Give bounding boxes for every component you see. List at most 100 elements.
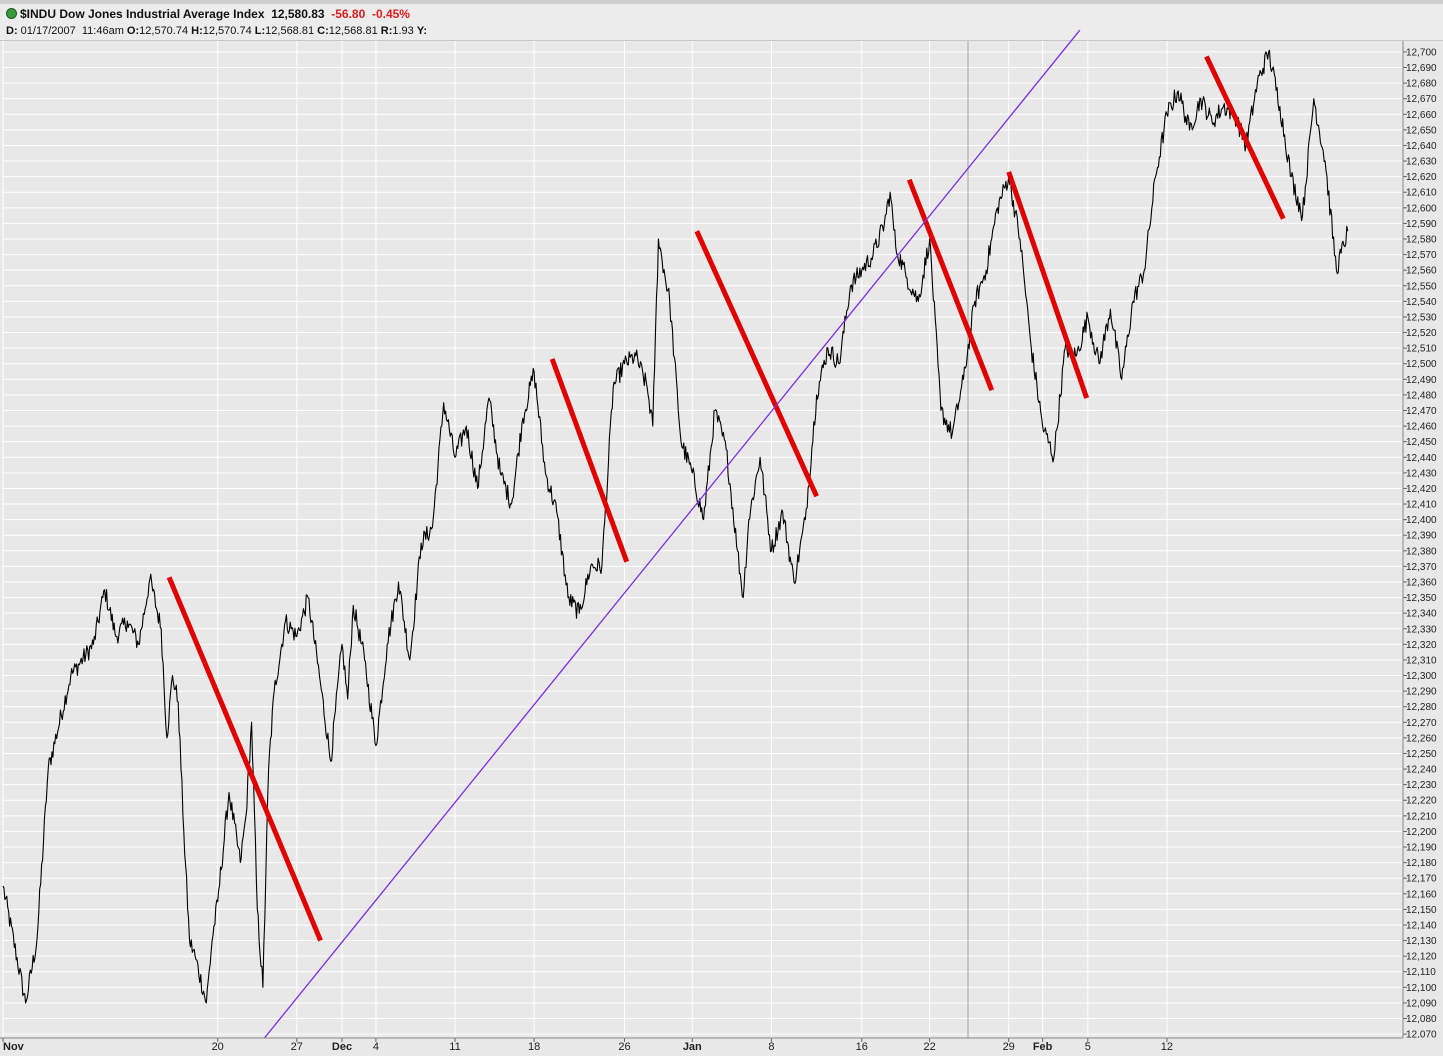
low-label: L: bbox=[254, 25, 266, 37]
y-tick-label: 12,160 bbox=[1406, 889, 1437, 900]
y-tick-label: 12,350 bbox=[1406, 593, 1437, 604]
close-label: C: bbox=[317, 25, 329, 37]
y-tick-label: 12,580 bbox=[1406, 234, 1437, 245]
red-trendline bbox=[1204, 55, 1286, 220]
y-tick-label: 12,400 bbox=[1406, 515, 1437, 526]
low-value: 12,568.81 bbox=[265, 25, 315, 37]
range-value: 1.93 bbox=[392, 25, 414, 37]
red-trendline bbox=[1006, 171, 1090, 399]
y-tick-label: 12,360 bbox=[1406, 577, 1437, 588]
y-tick-label: 12,690 bbox=[1406, 63, 1437, 74]
open-value: 12,570.74 bbox=[139, 25, 189, 37]
y-tick-label: 12,100 bbox=[1406, 983, 1437, 994]
y-tick-label: 12,320 bbox=[1406, 640, 1437, 651]
y-axis-ticks: 12,070 12,080 12,090 12,100 12,110 12,120 12,1… bbox=[1403, 47, 1437, 1041]
y-tick-label: 12,380 bbox=[1406, 546, 1437, 557]
horizontal-gridlines bbox=[3, 51, 1403, 1035]
y-tick-label: 12,620 bbox=[1406, 172, 1437, 183]
date-value: 01/17/2007 bbox=[20, 25, 76, 37]
x-tick-label: 26 bbox=[618, 1041, 630, 1053]
y-tick-label: 12,190 bbox=[1406, 843, 1437, 854]
y-tick-label: 12,090 bbox=[1406, 998, 1437, 1009]
x-tick-label: 8 bbox=[768, 1041, 774, 1053]
y-tick-label: 12,680 bbox=[1406, 79, 1437, 90]
plot-area bbox=[3, 41, 1403, 1038]
y-tick-label: 12,070 bbox=[1406, 1030, 1437, 1041]
y-axis-panel bbox=[1403, 41, 1443, 1038]
y-tick-label: 12,170 bbox=[1406, 874, 1437, 885]
y-tick-label: 12,590 bbox=[1406, 219, 1437, 230]
red-trendline bbox=[906, 178, 995, 392]
x-tick-label: 11 bbox=[449, 1041, 460, 1053]
x-tick-label: Feb bbox=[1033, 1041, 1053, 1053]
price-change: -56.80 bbox=[331, 7, 366, 21]
y-tick-label: 12,550 bbox=[1406, 281, 1437, 292]
y-tick-label: 12,430 bbox=[1406, 468, 1437, 479]
y-tick-label: 12,290 bbox=[1406, 687, 1437, 698]
y-tick-label: 12,390 bbox=[1406, 531, 1437, 542]
red-trendline bbox=[166, 576, 323, 942]
y-tick-label: 12,650 bbox=[1406, 125, 1437, 136]
x-axis-panel bbox=[0, 1038, 1443, 1056]
window-top-strip bbox=[0, 0, 1443, 4]
y-tick-label: 12,120 bbox=[1406, 952, 1437, 963]
x-axis-ticks: Nov 20 27 Dec 4 11 18 26 Jan 8 16 22 29 Feb 5 12 bbox=[2, 1038, 1173, 1053]
y-tick-label: 12,240 bbox=[1406, 765, 1437, 776]
y-tick-label: 12,370 bbox=[1406, 562, 1437, 573]
y-tick-label: 12,700 bbox=[1406, 47, 1437, 58]
y-tick-label: 12,340 bbox=[1406, 609, 1437, 620]
status-dot-icon bbox=[6, 8, 17, 19]
y-tick-label: 12,200 bbox=[1406, 827, 1437, 838]
x-tick-label: 5 bbox=[1085, 1041, 1091, 1053]
red-trendline bbox=[549, 358, 630, 563]
y-tick-label: 12,600 bbox=[1406, 203, 1437, 214]
x-tick-label: 29 bbox=[1003, 1041, 1015, 1053]
y-tick-label: 12,280 bbox=[1406, 702, 1437, 713]
symbol-name: $INDU Dow Jones Industrial Average Index bbox=[20, 7, 265, 21]
x-tick-label: 12 bbox=[1161, 1041, 1173, 1053]
x-tick-label: Jan bbox=[683, 1041, 702, 1053]
y-tick-label: 12,500 bbox=[1406, 359, 1437, 370]
x-tick-label: 4 bbox=[373, 1041, 379, 1053]
x-tick-label: Nov bbox=[3, 1041, 25, 1053]
y-tick-label: 12,630 bbox=[1406, 157, 1437, 168]
y-tick-label: 12,460 bbox=[1406, 422, 1437, 433]
time-value: 11:46am bbox=[81, 25, 124, 37]
y-tick-label: 12,490 bbox=[1406, 375, 1437, 386]
quote-header: $INDU Dow Jones Industrial Average Index… bbox=[0, 4, 1443, 41]
x-tick-label: Dec bbox=[332, 1041, 352, 1053]
y-tick-label: 12,130 bbox=[1406, 936, 1437, 947]
y-tick-label: 12,300 bbox=[1406, 671, 1437, 682]
purple-trendline bbox=[254, 29, 1081, 1051]
trendlines bbox=[166, 29, 1286, 1051]
x-tick-label: 16 bbox=[856, 1041, 868, 1053]
open-label: O: bbox=[126, 25, 140, 37]
y-tick-label: 12,670 bbox=[1406, 94, 1437, 105]
y-tick-label: 12,530 bbox=[1406, 312, 1437, 323]
y-tick-label: 12,110 bbox=[1406, 967, 1436, 978]
x-tick-label: 20 bbox=[212, 1041, 224, 1053]
high-value: 12,570.74 bbox=[202, 25, 252, 37]
ohlc-readout-row: D: 01/17/2007 11:46am O:12,570.74 H:12,5… bbox=[6, 25, 427, 37]
x-tick-label: 27 bbox=[291, 1041, 303, 1053]
price-change-percent: -0.45% bbox=[371, 7, 410, 21]
price-line bbox=[2, 49, 1349, 1004]
y-tick-label: 12,640 bbox=[1406, 141, 1437, 152]
y-tick-label: 12,150 bbox=[1406, 905, 1437, 916]
y-tick-label: 12,560 bbox=[1406, 266, 1437, 277]
y-tick-label: 12,080 bbox=[1406, 1014, 1437, 1025]
y-tick-label: 12,520 bbox=[1406, 328, 1437, 339]
vertical-gridlines bbox=[2, 41, 1168, 1038]
y-tick-label: 12,420 bbox=[1406, 484, 1437, 495]
range-label: R: bbox=[380, 25, 393, 37]
close-value: 12,568.81 bbox=[328, 25, 378, 37]
y-tick-label: 12,270 bbox=[1406, 718, 1437, 729]
y-tick-label: 12,220 bbox=[1406, 796, 1437, 807]
y-tick-label: 12,540 bbox=[1406, 297, 1437, 308]
y-tick-label: 12,330 bbox=[1406, 624, 1437, 635]
y-tick-label: 12,480 bbox=[1406, 390, 1437, 401]
high-label: H: bbox=[191, 25, 203, 37]
y-tick-label: 12,310 bbox=[1406, 655, 1437, 666]
y-tick-label: 12,140 bbox=[1406, 920, 1437, 931]
